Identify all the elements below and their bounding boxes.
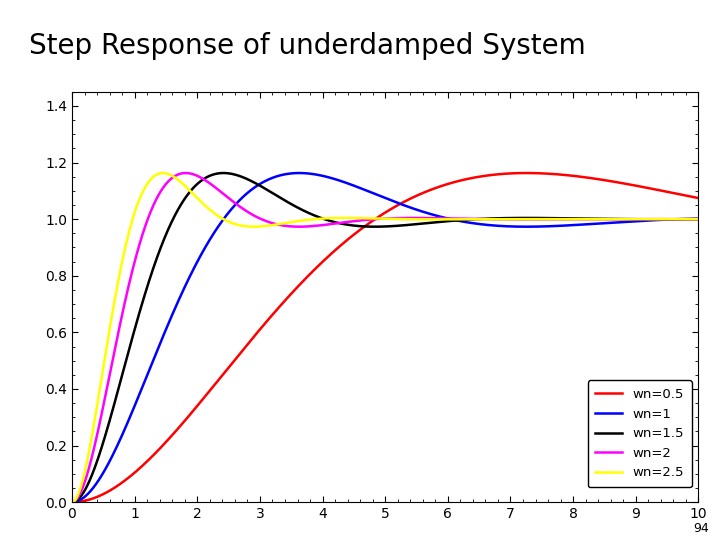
wn=2.5 [68, 499, 76, 505]
wn=2 [176, 171, 185, 177]
wn=2.5 [682, 216, 690, 222]
wn=1.5 [68, 499, 76, 505]
wn=1.5 [308, 211, 317, 218]
wn=1 [682, 215, 690, 222]
wn=2 [336, 220, 344, 226]
wn=0.5 [335, 244, 343, 250]
wn=0.5 [522, 170, 531, 176]
wn=2.5 [139, 187, 148, 194]
wn=1 [139, 381, 148, 388]
wn=1 [694, 215, 703, 222]
wn=1 [336, 177, 344, 184]
wn=2 [614, 216, 623, 222]
wn=1 [295, 170, 304, 176]
wn=2 [68, 499, 76, 505]
wn=2.5 [614, 216, 623, 222]
wn=1.5 [614, 216, 623, 222]
wn=2.5 [158, 170, 167, 176]
wn=2.5 [176, 179, 185, 185]
wn=2 [694, 216, 703, 222]
wn=1.5 [139, 296, 148, 302]
Text: Step Response of underdamped System: Step Response of underdamped System [29, 32, 585, 60]
wn=0.5 [694, 195, 703, 201]
wn=0.5 [614, 179, 623, 186]
Line: wn=2: wn=2 [72, 173, 698, 502]
Legend: wn=0.5, wn=1, wn=1.5, wn=2, wn=2.5: wn=0.5, wn=1, wn=1.5, wn=2, wn=2.5 [588, 380, 692, 488]
wn=1 [176, 293, 185, 299]
wn=0.5 [176, 422, 185, 429]
wn=1.5 [219, 170, 228, 176]
wn=2 [181, 170, 190, 176]
wn=2 [682, 216, 690, 222]
Line: wn=1: wn=1 [72, 173, 698, 502]
wn=1 [614, 219, 623, 225]
wn=1.5 [682, 216, 690, 222]
wn=2.5 [336, 215, 344, 221]
wn=1.5 [694, 216, 703, 222]
wn=1.5 [176, 202, 185, 208]
wn=2.5 [694, 216, 703, 222]
Text: 94: 94 [693, 522, 709, 535]
wn=2 [308, 223, 317, 230]
wn=1 [308, 171, 317, 177]
wn=0.5 [139, 462, 148, 468]
wn=1 [68, 499, 76, 505]
wn=0.5 [308, 268, 317, 275]
wn=2 [139, 228, 148, 235]
wn=2.5 [308, 216, 317, 222]
wn=0.5 [682, 192, 690, 199]
Line: wn=2.5: wn=2.5 [72, 173, 698, 502]
Line: wn=1.5: wn=1.5 [72, 173, 698, 502]
wn=1.5 [336, 220, 344, 226]
Line: wn=0.5: wn=0.5 [72, 173, 698, 502]
wn=0.5 [68, 499, 76, 505]
